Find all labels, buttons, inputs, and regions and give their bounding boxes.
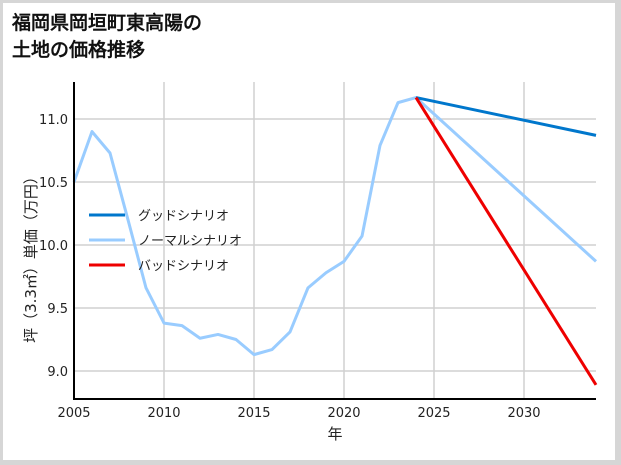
series-line (415, 96, 597, 137)
tick-labels: 2005 2010 2015 2020 2025 2030 9.0 9.5 10.0 10.5 11… (39, 113, 541, 421)
y-tick-label: 10.5 (39, 176, 68, 191)
gridlines (74, 82, 596, 399)
series-lines (72, 96, 598, 386)
legend-label: ノーマルシナリオ (138, 234, 242, 249)
axes (73, 82, 596, 400)
x-tick-label: 2030 (507, 406, 540, 421)
series-line (72, 96, 598, 357)
x-tick-label: 2025 (417, 406, 450, 421)
legend-label: バッドシナリオ (138, 259, 229, 274)
x-axis-label: 年 (327, 425, 342, 443)
x-tick-label: 2015 (237, 406, 270, 421)
x-tick-label: 2010 (147, 406, 180, 421)
y-tick-label: 9.0 (47, 365, 68, 380)
y-tick-label: 10.0 (39, 239, 68, 254)
series-line (414, 96, 598, 386)
y-axis-label: 坪（3.3㎡）単価（万円） (22, 169, 40, 343)
x-tick-label: 2005 (57, 406, 90, 421)
chart-title-line2: 土地の価格推移 (12, 39, 146, 61)
legend-label: グッドシナリオ (138, 209, 229, 224)
y-tick-label: 11.0 (39, 113, 68, 128)
chart-title: 福岡県岡垣町東高陽の 土地の価格推移 (12, 10, 202, 64)
y-tick-label: 9.5 (47, 302, 68, 317)
chart-title-line1: 福岡県岡垣町東高陽の (12, 12, 203, 34)
x-tick-label: 2020 (327, 406, 360, 421)
chart-frame (3, 3, 615, 460)
